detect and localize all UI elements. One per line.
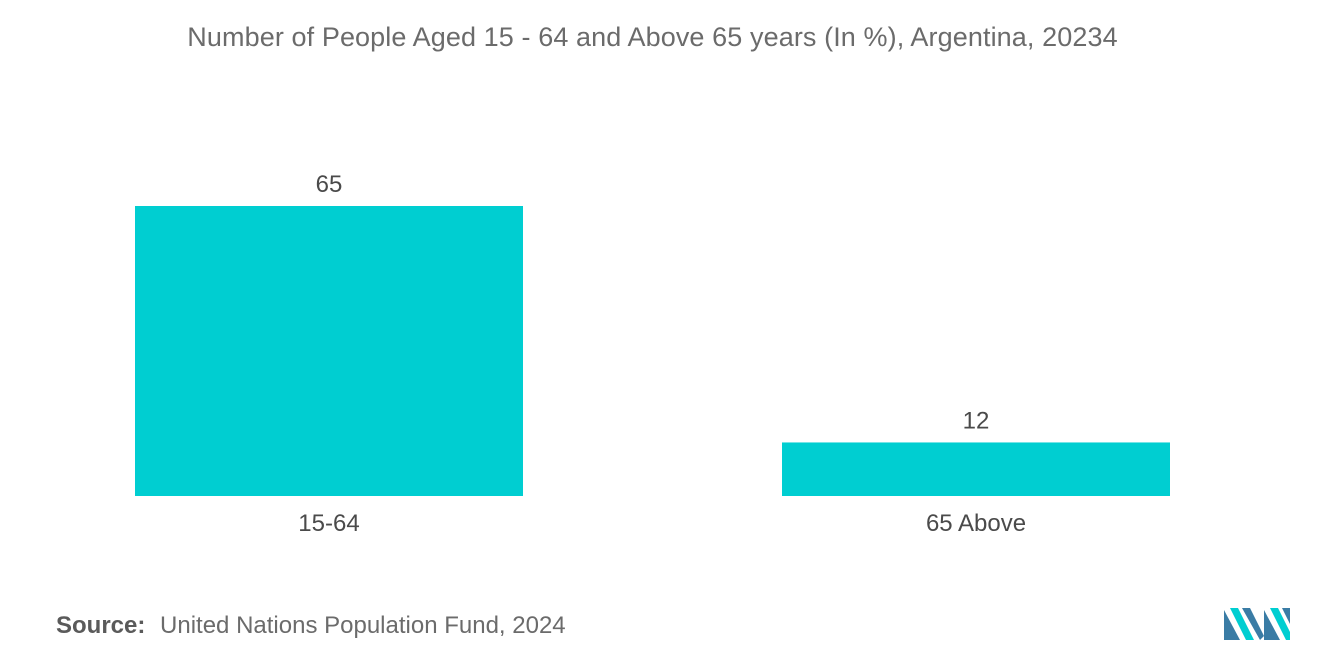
chart-title: Number of People Aged 15 - 64 and Above … — [187, 22, 1118, 52]
source-text: United Nations Population Fund, 2024 — [160, 612, 566, 639]
bar-15-64 — [135, 206, 523, 496]
category-label-15-64: 15-64 — [298, 510, 359, 537]
source-label: Source: — [56, 612, 146, 639]
source-note: Source: United Nations Population Fund, … — [56, 612, 566, 640]
brand-logo-icon — [1224, 608, 1290, 640]
bar-65-above — [782, 442, 1170, 496]
category-label-65-above: 65 Above — [926, 510, 1026, 537]
data-label-15-64: 65 — [316, 171, 343, 198]
data-label-65-above: 12 — [963, 407, 990, 434]
bar-chart: 65 15-64 12 65 Above — [135, 171, 1170, 537]
